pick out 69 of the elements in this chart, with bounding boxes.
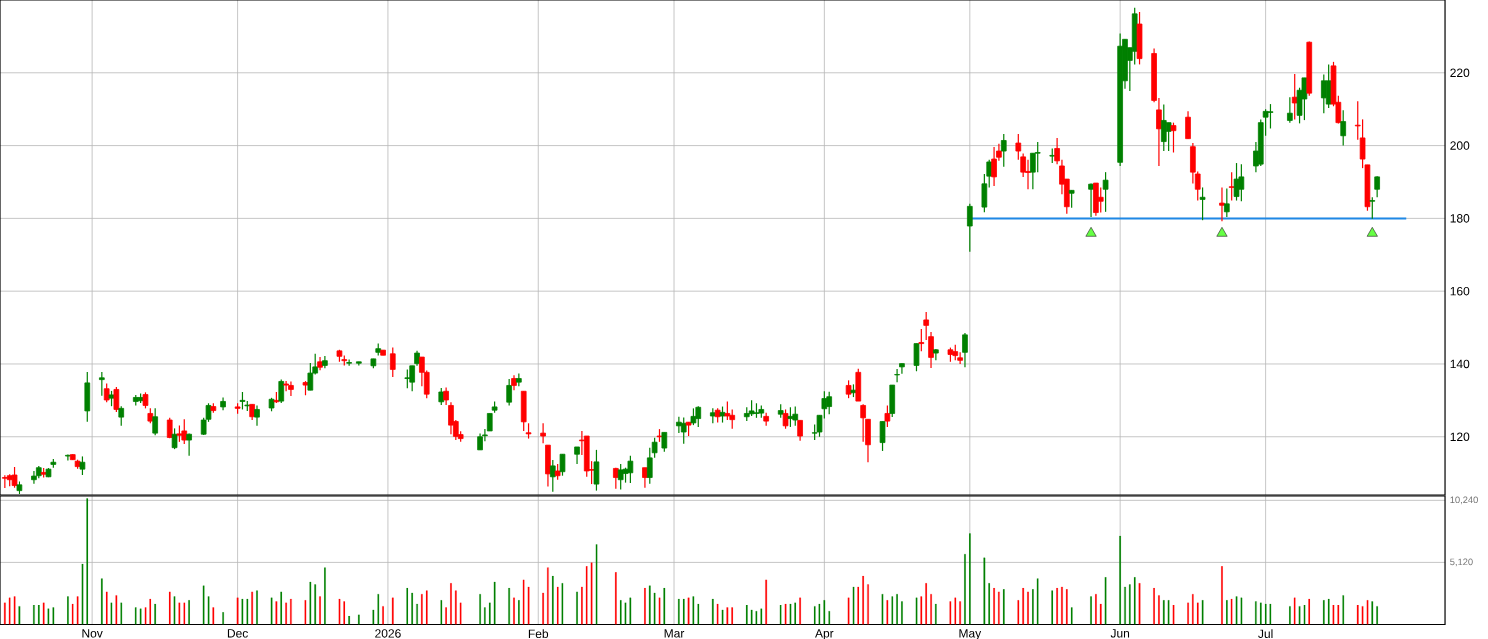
candlestick [516,372,522,387]
x-tick-label: Feb [528,629,549,639]
candlestick [962,332,968,368]
y-tick-label: 140 [1450,359,1470,369]
candlestick [797,419,803,442]
candlestick [642,467,648,489]
x-tick-label: May [959,629,982,639]
candlestick [1034,141,1041,173]
candlestick [884,404,891,428]
candlestick [879,420,886,452]
candlestick [103,383,110,403]
candlestick [540,422,546,444]
candlestick [118,405,125,427]
candlestick [152,407,158,436]
candlestick [593,449,600,492]
candlestick [1287,96,1293,124]
x-tick-label: Jun [1110,629,1130,638]
candlestick [559,453,566,477]
candlestick [549,459,556,493]
candlestick [2,474,8,489]
candlestick [1102,171,1109,213]
candlestick [171,427,178,450]
y-tick-label: 5,120 [1450,558,1473,567]
candlestick [1369,196,1376,220]
candlestick [1228,171,1235,202]
candlestick [1320,74,1327,114]
y-tick-label: 10,240 [1450,496,1478,505]
candlestick [1267,103,1274,130]
x-tick-label: Mar [664,629,685,638]
candlestick [1088,182,1094,218]
candlestick [1219,186,1225,222]
candlestick [99,371,105,397]
candlestick [899,363,905,375]
y-tick-label: 160 [1450,286,1470,296]
candlestick [1199,186,1206,221]
candlestick [967,203,973,253]
candlestick [1224,187,1230,218]
candlestick [389,346,396,378]
candlestick [254,404,260,427]
candlestick [1374,175,1380,198]
x-tick-label: Jul [1258,629,1273,639]
candlestick [787,406,794,428]
candlestick [724,400,731,421]
candlestick [1185,110,1191,140]
y-tick-label: 180 [1450,214,1470,223]
candlestick [1097,186,1104,214]
candlestick [186,432,192,457]
candlestick [113,386,120,413]
y-tick-label: 220 [1450,68,1470,78]
candlestick [782,408,789,430]
candlestick [307,362,314,391]
candlestick [1340,109,1347,147]
candlestick [404,368,411,389]
candlestick [661,431,668,453]
x-tick-label: Dec [227,629,248,638]
y-tick-label: 200 [1450,141,1470,150]
candlestick [1165,122,1172,152]
candlestick [506,378,512,407]
candlestick [346,359,352,367]
x-tick-label: Nov [82,629,103,638]
x-tick-label: 2026 [375,629,401,638]
candlestick [1170,122,1177,154]
candlestick [918,328,925,352]
candlestick [1233,162,1240,202]
x-tick-label: Apr [815,629,834,639]
y-tick-label: 120 [1450,432,1470,442]
candlestick [913,342,920,372]
candlestick [680,416,687,445]
candlestick [894,368,900,383]
